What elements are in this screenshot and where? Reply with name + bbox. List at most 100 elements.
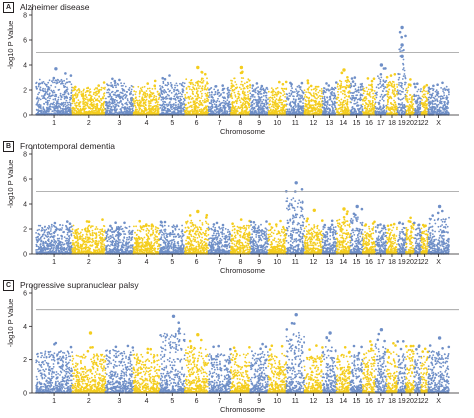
- snp-point: [303, 89, 306, 92]
- snp-point: [65, 88, 68, 91]
- snp-point: [73, 107, 76, 110]
- snp-point: [35, 97, 38, 100]
- snp-point: [331, 109, 334, 112]
- snp-point: [288, 108, 291, 111]
- snp-point: [161, 107, 164, 109]
- snp-point: [214, 93, 217, 96]
- snp-point: [330, 91, 333, 94]
- snp-point: [305, 110, 308, 112]
- snp-point: [51, 94, 54, 96]
- snp-point: [200, 79, 203, 81]
- snp-point: [322, 87, 325, 89]
- snp-point: [64, 85, 67, 88]
- snp-point: [37, 85, 40, 88]
- snp-point: [70, 92, 73, 94]
- snp-point: [232, 109, 235, 112]
- snp-point: [244, 102, 247, 104]
- snp-point: [102, 96, 104, 98]
- snp-point: [74, 92, 77, 95]
- snp-point: [304, 99, 307, 101]
- snp-point: [290, 113, 293, 115]
- snp-point: [108, 109, 111, 112]
- snp-point: [46, 102, 49, 105]
- snp-point: [212, 101, 215, 104]
- snp-point: [200, 92, 203, 95]
- snp-point: [369, 100, 371, 103]
- snp-point: [246, 91, 249, 93]
- snp-point: [102, 103, 105, 106]
- snp-point: [177, 97, 179, 100]
- snp-point: [109, 94, 112, 97]
- snp-point: [176, 89, 179, 92]
- snp-point: [207, 99, 210, 101]
- snp-point: [102, 81, 106, 84]
- snp-point: [121, 87, 124, 90]
- snp-point: [258, 96, 261, 99]
- snp-point: [206, 87, 209, 89]
- snp-point: [382, 85, 385, 88]
- snp-point: [227, 104, 229, 107]
- snp-point: [262, 89, 265, 92]
- snp-point: [114, 103, 116, 106]
- snp-point: [254, 91, 257, 94]
- snp-point: [86, 89, 89, 92]
- snp-point: [217, 105, 220, 108]
- snp-point: [100, 88, 102, 91]
- snp-point: [276, 87, 279, 89]
- snp-point: [235, 87, 238, 90]
- snp-point: [82, 97, 85, 99]
- snp-point: [260, 93, 263, 95]
- snp-point: [143, 91, 145, 94]
- snp-point: [191, 90, 194, 93]
- snp-point: [86, 87, 88, 90]
- snp-point: [167, 104, 170, 107]
- snp-point: [357, 91, 360, 94]
- snp-point: [162, 82, 165, 85]
- snp-point: [50, 102, 52, 105]
- snp-point: [156, 103, 159, 106]
- snp-point: [297, 98, 300, 101]
- snp-point: [331, 86, 333, 89]
- snp-point: [302, 92, 305, 95]
- snp-point: [74, 102, 76, 105]
- snp-point: [363, 107, 366, 110]
- snp-point: [319, 97, 322, 100]
- snp-point: [156, 110, 159, 112]
- snp-point: [340, 98, 343, 101]
- snp-point: [382, 80, 385, 82]
- snp-point: [203, 107, 205, 110]
- snp-point: [307, 103, 310, 105]
- snp-point: [192, 103, 195, 106]
- snp-point: [332, 97, 335, 100]
- snp-point: [105, 103, 108, 106]
- snp-point: [79, 108, 82, 111]
- snp-point: [65, 99, 68, 102]
- snp-point: [337, 104, 340, 106]
- snp-point: [372, 101, 374, 104]
- snp-point: [70, 83, 73, 86]
- snp-point: [113, 94, 115, 96]
- snp-point: [233, 110, 236, 113]
- snp-point: [291, 100, 294, 103]
- snp-point: [201, 104, 204, 106]
- snp-point: [328, 89, 330, 92]
- snp-point: [246, 87, 249, 90]
- snp-point: [322, 100, 324, 103]
- snp-point: [245, 81, 248, 84]
- snp-point: [153, 84, 156, 87]
- snp-point: [393, 99, 395, 102]
- snp-point: [100, 104, 102, 107]
- snp-point: [130, 90, 133, 93]
- snp-point: [90, 98, 93, 100]
- snp-point: [133, 112, 135, 115]
- snp-point: [115, 110, 118, 112]
- snp-point: [108, 105, 111, 108]
- snp-point: [333, 103, 335, 105]
- snp-point: [333, 110, 336, 112]
- snp-point: [97, 84, 100, 87]
- snp-point: [116, 108, 118, 111]
- snp-point: [221, 112, 224, 114]
- snp-point: [377, 87, 380, 89]
- snp-point: [139, 105, 142, 108]
